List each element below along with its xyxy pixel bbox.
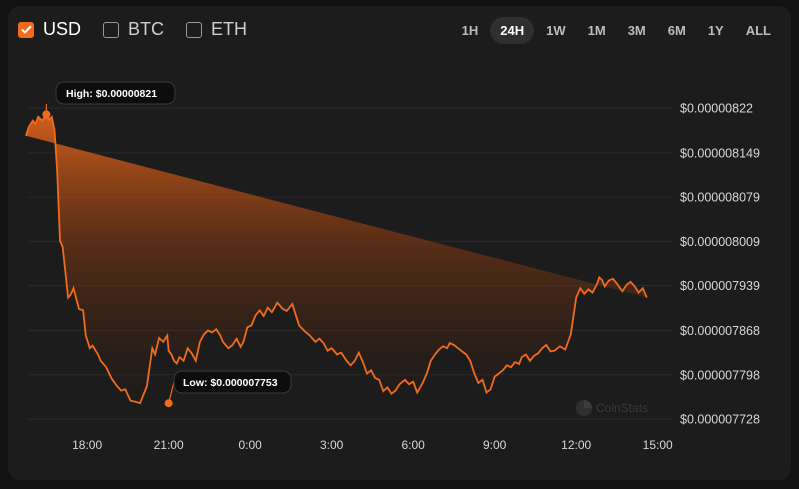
low-point <box>164 399 173 408</box>
currency-selector: USD BTC ETH <box>18 19 269 40</box>
high-tooltip <box>55 81 176 105</box>
y-tick-label: $0.000007798 <box>680 368 760 382</box>
watermark-text: CoinStats <box>596 401 648 415</box>
range-1m-button[interactable]: 1M <box>587 23 606 38</box>
price-line <box>25 112 648 405</box>
coinstats-logo-icon <box>576 400 592 416</box>
x-tick-label: 9:00 <box>483 438 507 452</box>
price-area-fill <box>26 114 647 404</box>
x-tick-label: 6:00 <box>401 438 425 452</box>
checkbox-unchecked-icon <box>103 21 120 38</box>
x-axis-ticks: 18:00 21:00 0:00 3:00 6:00 9:00 12:00 15:00 <box>72 438 673 452</box>
high-tooltip-text: High: $0.00000821 <box>66 88 157 100</box>
y-tick-label: $0.000008009 <box>680 235 760 249</box>
range-all-button[interactable]: ALL <box>745 23 771 38</box>
x-tick-label: 12:00 <box>561 438 591 452</box>
low-price-marker: Low: $0.000007753 <box>164 370 292 408</box>
x-tick-label: 0:00 <box>238 438 262 452</box>
checkbox-unchecked-icon <box>186 21 203 38</box>
range-6m-button[interactable]: 6M <box>667 23 686 38</box>
range-1y-button[interactable]: 1Y <box>707 23 724 38</box>
y-axis-ticks: $0.00000822 $0.000008149 $0.000008079 $0.00… <box>680 102 760 427</box>
y-tick-label: $0.000008079 <box>680 191 760 205</box>
time-range-selector: 1H 24H 1W 1M 3M 6M 1Y ALL <box>450 17 781 44</box>
x-tick-label: 3:00 <box>320 438 344 452</box>
y-tick-label: $0.000007939 <box>680 279 760 293</box>
y-tick-label: $0.000008149 <box>680 146 760 160</box>
currency-label: USD <box>43 19 82 39</box>
currency-label: ETH <box>211 19 248 39</box>
y-tick-label: $0.000007728 <box>680 413 760 427</box>
currency-usd-checkbox[interactable]: USD <box>18 19 81 40</box>
x-tick-label: 18:00 <box>72 438 102 452</box>
x-tick-label: 15:00 <box>643 438 673 452</box>
checkbox-checked-icon <box>18 21 34 38</box>
currency-btc-checkbox[interactable]: BTC <box>103 19 164 40</box>
range-1h-button[interactable]: 1H <box>461 23 479 38</box>
range-1w-button[interactable]: 1W <box>546 23 566 38</box>
y-tick-label: $0.000007868 <box>680 324 760 338</box>
watermark: CoinStats <box>576 400 648 416</box>
currency-eth-checkbox[interactable]: ETH <box>186 19 247 40</box>
low-tooltip-text: Low: $0.000007753 <box>183 377 278 389</box>
low-tooltip <box>173 370 292 394</box>
high-point <box>42 110 51 119</box>
x-tick-label: 21:00 <box>154 438 184 452</box>
range-24h-button[interactable]: 24H <box>490 17 535 44</box>
currency-label: BTC <box>128 19 165 39</box>
range-3m-button[interactable]: 3M <box>627 23 646 38</box>
high-price-marker: High: $0.00000821 <box>42 81 176 119</box>
y-tick-label: $0.00000822 <box>680 102 753 116</box>
